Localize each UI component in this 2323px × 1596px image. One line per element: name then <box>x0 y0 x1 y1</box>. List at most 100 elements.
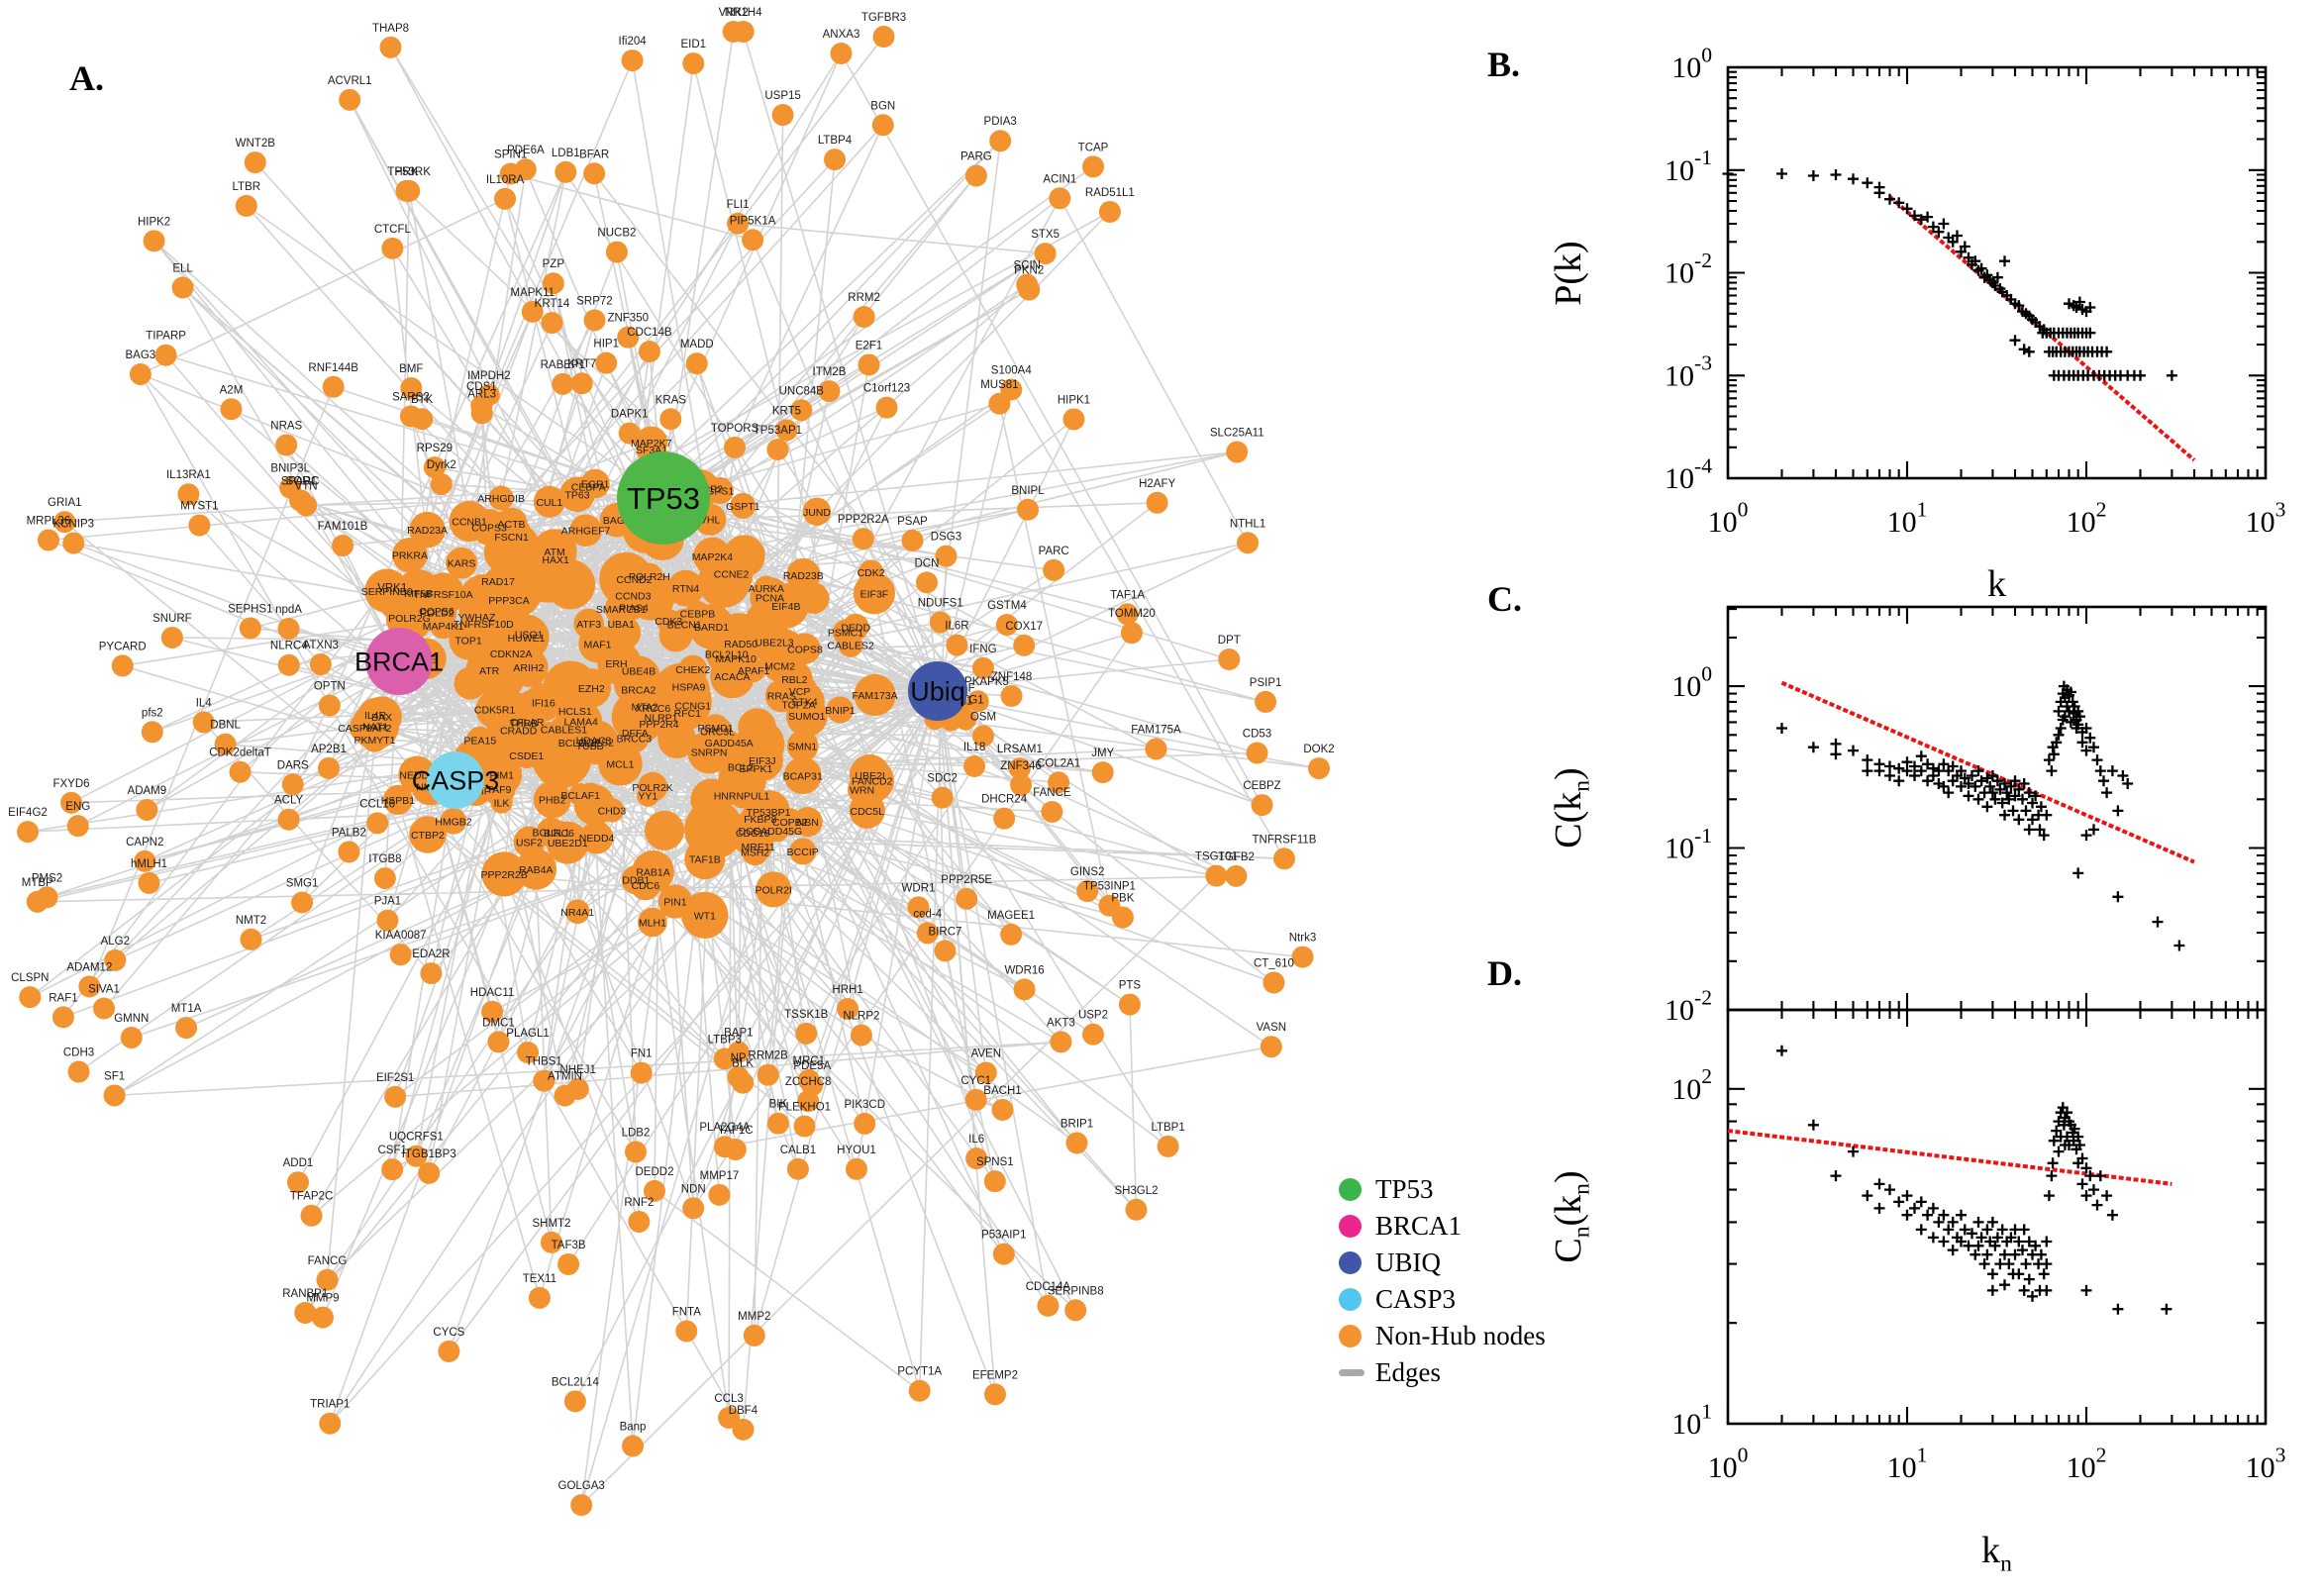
axis-tick-label: 100 <box>1671 661 1712 703</box>
network-node <box>275 434 298 456</box>
network-node <box>643 698 680 736</box>
network-node-label: SNURF <box>152 613 192 625</box>
network-node <box>702 716 733 747</box>
network-node <box>316 1268 339 1291</box>
network-node <box>376 909 399 932</box>
network-node-label: ZNF148 <box>991 671 1033 683</box>
fit-line <box>1780 680 2195 864</box>
network-node <box>964 1088 987 1111</box>
network-node-label: CCL16 <box>359 798 395 810</box>
network-node <box>738 708 776 747</box>
network-node <box>771 104 794 127</box>
plot-ticks <box>1726 1010 2268 1426</box>
network-node <box>871 114 894 137</box>
network-node <box>966 690 989 713</box>
network-node-label: KCNIP3 <box>52 519 94 531</box>
network-node <box>93 997 116 1020</box>
network-node <box>853 306 875 329</box>
network-node <box>1091 761 1114 784</box>
network-node <box>239 617 261 640</box>
network-node-label: BCCIP <box>787 847 819 858</box>
network-node <box>490 516 533 558</box>
network-node <box>499 162 522 185</box>
network-node-label: BRIP1 <box>1060 1118 1093 1130</box>
network-node-label: TP53BP1 <box>747 807 791 819</box>
network-node <box>438 1340 460 1362</box>
network-node-label: PYCARD <box>99 641 147 652</box>
network-node <box>521 300 544 323</box>
network-node <box>536 540 575 579</box>
network-node-label: DFFA <box>622 728 649 740</box>
network-node <box>506 717 532 744</box>
network-node <box>417 592 457 633</box>
network-node <box>764 679 798 713</box>
network-node-label: BLK <box>732 1058 754 1070</box>
network-node <box>569 514 602 547</box>
network-node <box>322 375 345 398</box>
axis-tick-label: 100 <box>1671 43 1712 84</box>
network-node <box>487 1031 510 1053</box>
network-node-label: ILK <box>494 797 510 809</box>
network-node-label: RAD23B <box>783 570 824 582</box>
network-node <box>995 614 1018 637</box>
network-node-label: COX17 <box>1005 621 1043 633</box>
legend-item-label: CASP3 <box>1375 1284 1457 1314</box>
network-node <box>564 899 590 925</box>
network-node-label: TOP2A <box>781 699 815 711</box>
legend-item-brca1: BRCA1 <box>1339 1208 1636 1245</box>
network-node-label: EFEMP2 <box>972 1369 1018 1381</box>
network-node-label: DDB1 <box>622 875 650 887</box>
legend-item-label: UBIQ <box>1375 1247 1441 1277</box>
network-node <box>789 633 821 664</box>
network-node-label: TGFBR3 <box>861 12 906 24</box>
network-node <box>494 187 517 210</box>
network-node <box>775 419 798 442</box>
network-node <box>668 608 700 641</box>
network-node-label: NBN <box>797 817 819 829</box>
network-node-label: IL6 <box>968 1134 984 1146</box>
network-node-label: ENG <box>65 801 90 813</box>
network-node <box>37 529 59 551</box>
network-node-label: LTBP4 <box>818 135 853 147</box>
network-node <box>1273 848 1296 870</box>
plot-frame <box>1726 605 2268 1012</box>
network-node-label: POLR2G <box>388 613 431 625</box>
network-node <box>963 755 986 778</box>
network-node-label: GINS2 <box>1070 866 1105 878</box>
network-node <box>742 229 764 251</box>
network-node <box>486 577 532 623</box>
network-node-label: GSPT1 <box>726 501 760 513</box>
network-node-label: TSG101 <box>1195 851 1238 863</box>
network-node-label: UBE4B <box>622 666 656 678</box>
network-node-label: BCL2L10 <box>705 649 749 661</box>
network-node-label: CYCS <box>433 1327 464 1339</box>
network-node <box>786 1157 809 1180</box>
network-node <box>60 791 83 814</box>
network-node-label: BMF <box>399 363 423 375</box>
network-node <box>294 1301 317 1324</box>
network-node <box>481 851 527 897</box>
network-node <box>470 402 493 425</box>
network-node-label: BCAP31 <box>783 770 823 782</box>
network-node-label: ITGB8 <box>368 853 401 865</box>
network-node <box>628 1210 651 1233</box>
network-node-label: IL4 <box>196 697 213 709</box>
network-node <box>792 807 823 838</box>
network-node <box>120 1027 143 1049</box>
network-node-label: HSPB1 <box>381 795 416 807</box>
network-node-label: AP2B1 <box>311 744 347 755</box>
network-node-label: CDC16 <box>736 828 770 840</box>
network-node <box>852 528 874 550</box>
network-node-label: PCNA <box>756 592 784 604</box>
network-node <box>1050 1031 1072 1053</box>
network-node-label: FAM175A <box>1131 724 1181 736</box>
network-node-label: KRT7 <box>567 358 596 370</box>
network-node-label: GRIA1 <box>48 497 82 509</box>
network-node-label: PPP2R2B <box>481 869 528 881</box>
network-node <box>595 351 618 374</box>
network-node <box>338 841 360 863</box>
network-node-label: WDR1 <box>902 882 936 894</box>
network-node-label: VRK2 <box>719 7 749 19</box>
network-node-label: KIAA0087 <box>375 930 427 942</box>
network-node-label: TAF1A <box>1110 589 1145 601</box>
